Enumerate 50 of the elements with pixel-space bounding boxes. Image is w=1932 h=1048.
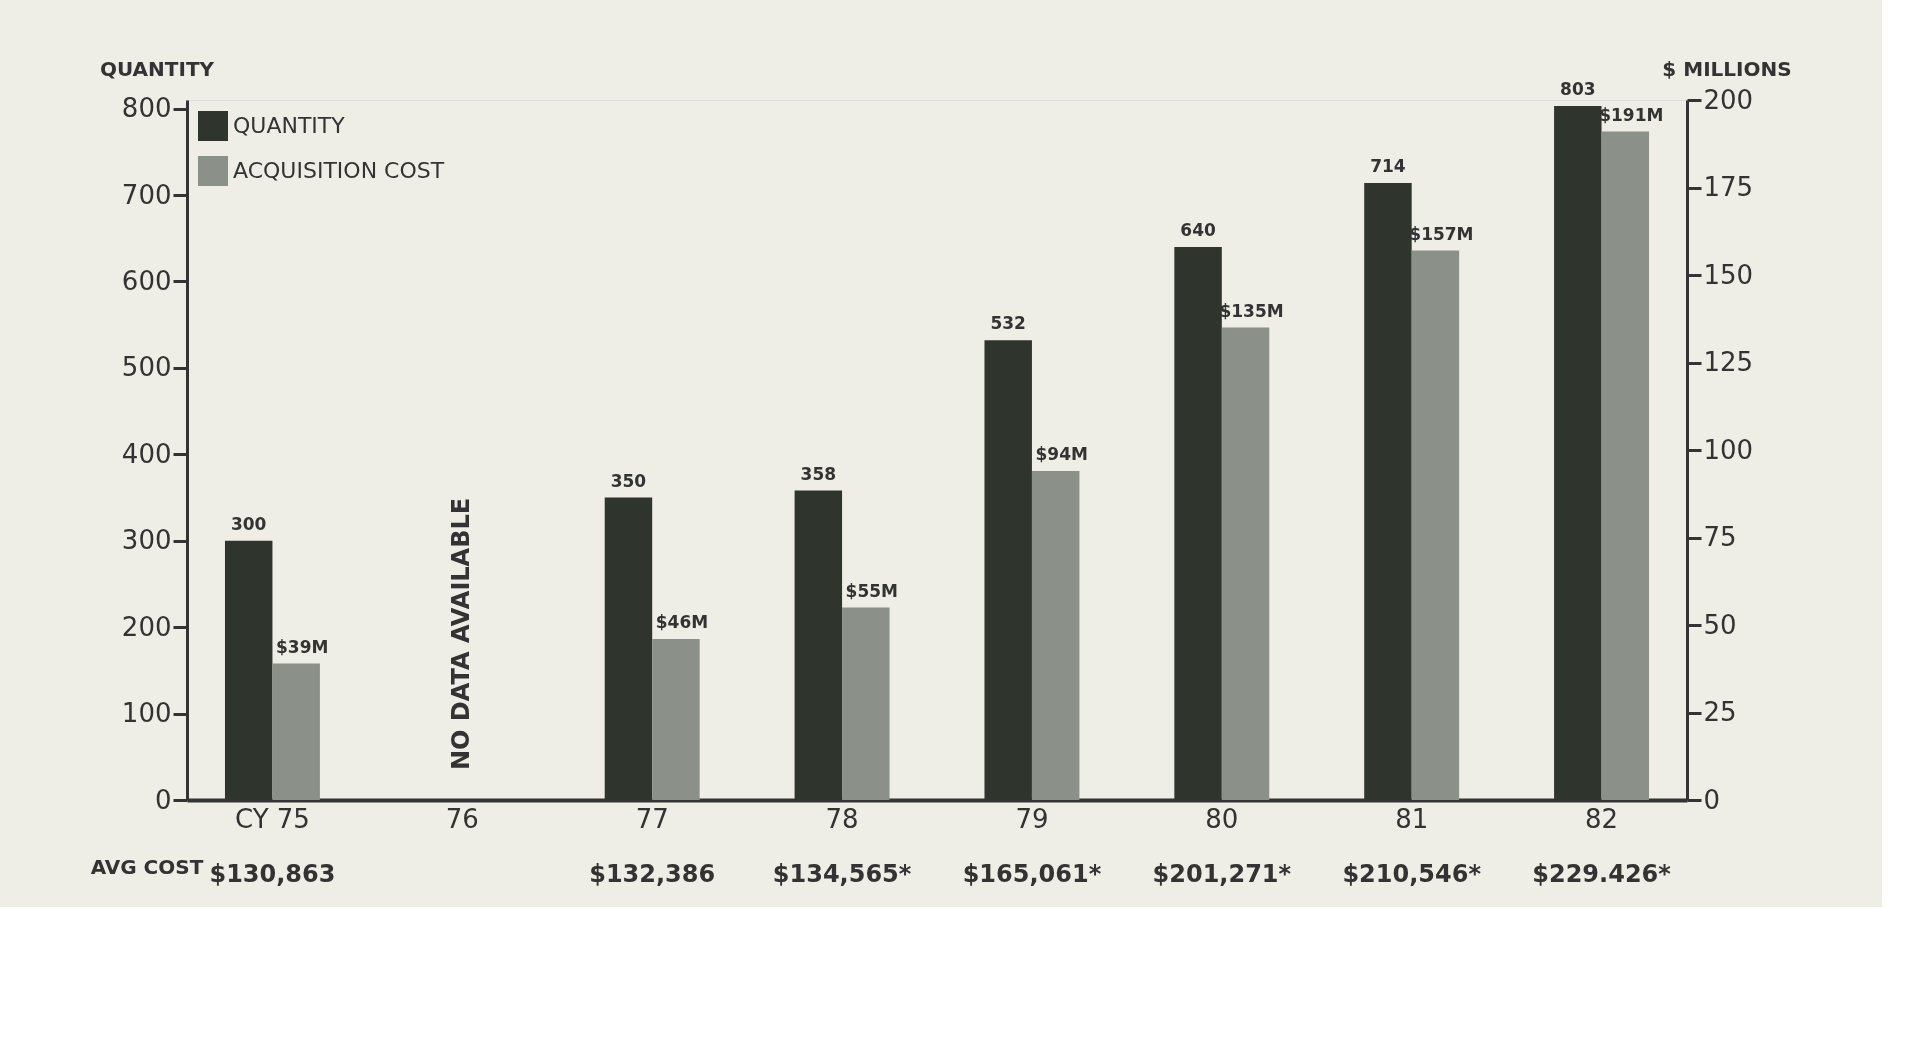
y-tick-label: 600 — [121, 265, 172, 296]
text: $229.426* — [1532, 860, 1672, 888]
data-label: 714 — [1370, 155, 1406, 176]
text: $134,565* — [772, 860, 912, 888]
data-label: 350 — [610, 470, 647, 491]
y-tick-label: 200 — [121, 611, 172, 642]
y2-tick-label: 50 — [1703, 609, 1737, 640]
data-label: 300 — [230, 513, 267, 534]
y-tick-label: 300 — [121, 525, 172, 556]
text: $210,546* — [1342, 860, 1482, 888]
y2-tick-label: 175 — [1703, 172, 1754, 202]
x-tick-label: 82 — [1585, 803, 1619, 834]
legend-label: ACQUISITION COST — [233, 158, 445, 183]
x-tick-label: 80 — [1205, 803, 1239, 834]
x-tick-label: 76 — [445, 803, 479, 834]
data-label: 803 — [1560, 79, 1596, 100]
data-label: 640 — [1180, 219, 1216, 240]
x-tick-label: 81 — [1395, 803, 1429, 834]
text: $201,271* — [1152, 860, 1292, 888]
y-tick-label: 0 — [154, 784, 172, 815]
y2-tick-label: 100 — [1703, 434, 1754, 465]
text: $130,863 — [209, 860, 336, 888]
data-label: $94M — [1035, 444, 1088, 464]
data-label: $55M — [845, 580, 898, 601]
y-tick-label: 700 — [121, 179, 172, 210]
data-label: 358 — [800, 463, 837, 484]
text: $165,061* — [962, 860, 1102, 888]
legend-label: QUANTITY — [233, 113, 346, 138]
text: $132,386 — [589, 860, 716, 888]
y-tick-label: 400 — [121, 438, 172, 469]
y-tick-label: 500 — [121, 352, 172, 383]
y-tick-label: 800 — [121, 93, 172, 124]
y-axis-title: QUANTITY — [99, 57, 215, 81]
y2-tick-label: 200 — [1703, 84, 1754, 115]
x-tick-label: 77 — [635, 803, 669, 834]
y2-tick-label: 150 — [1703, 259, 1754, 290]
y2-tick-label: 125 — [1703, 347, 1754, 377]
y2-axis-title: $ MILLIONS — [1662, 57, 1792, 81]
y-tick-label: 100 — [121, 698, 172, 729]
y2-tick-label: 0 — [1703, 784, 1721, 815]
x-tick-label: 78 — [825, 803, 859, 834]
text: AVG COST — [90, 855, 204, 879]
y2-tick-label: 25 — [1703, 697, 1737, 727]
annotation: NO DATA AVAILABLE — [447, 497, 476, 770]
data-label: 532 — [990, 313, 1026, 334]
x-tick-label: 79 — [1015, 803, 1049, 834]
data-label: $39M — [275, 636, 329, 657]
y2-tick-label: 75 — [1703, 522, 1737, 552]
data-label: $46M — [655, 612, 709, 632]
x-tick-label: CY 75 — [234, 803, 310, 834]
